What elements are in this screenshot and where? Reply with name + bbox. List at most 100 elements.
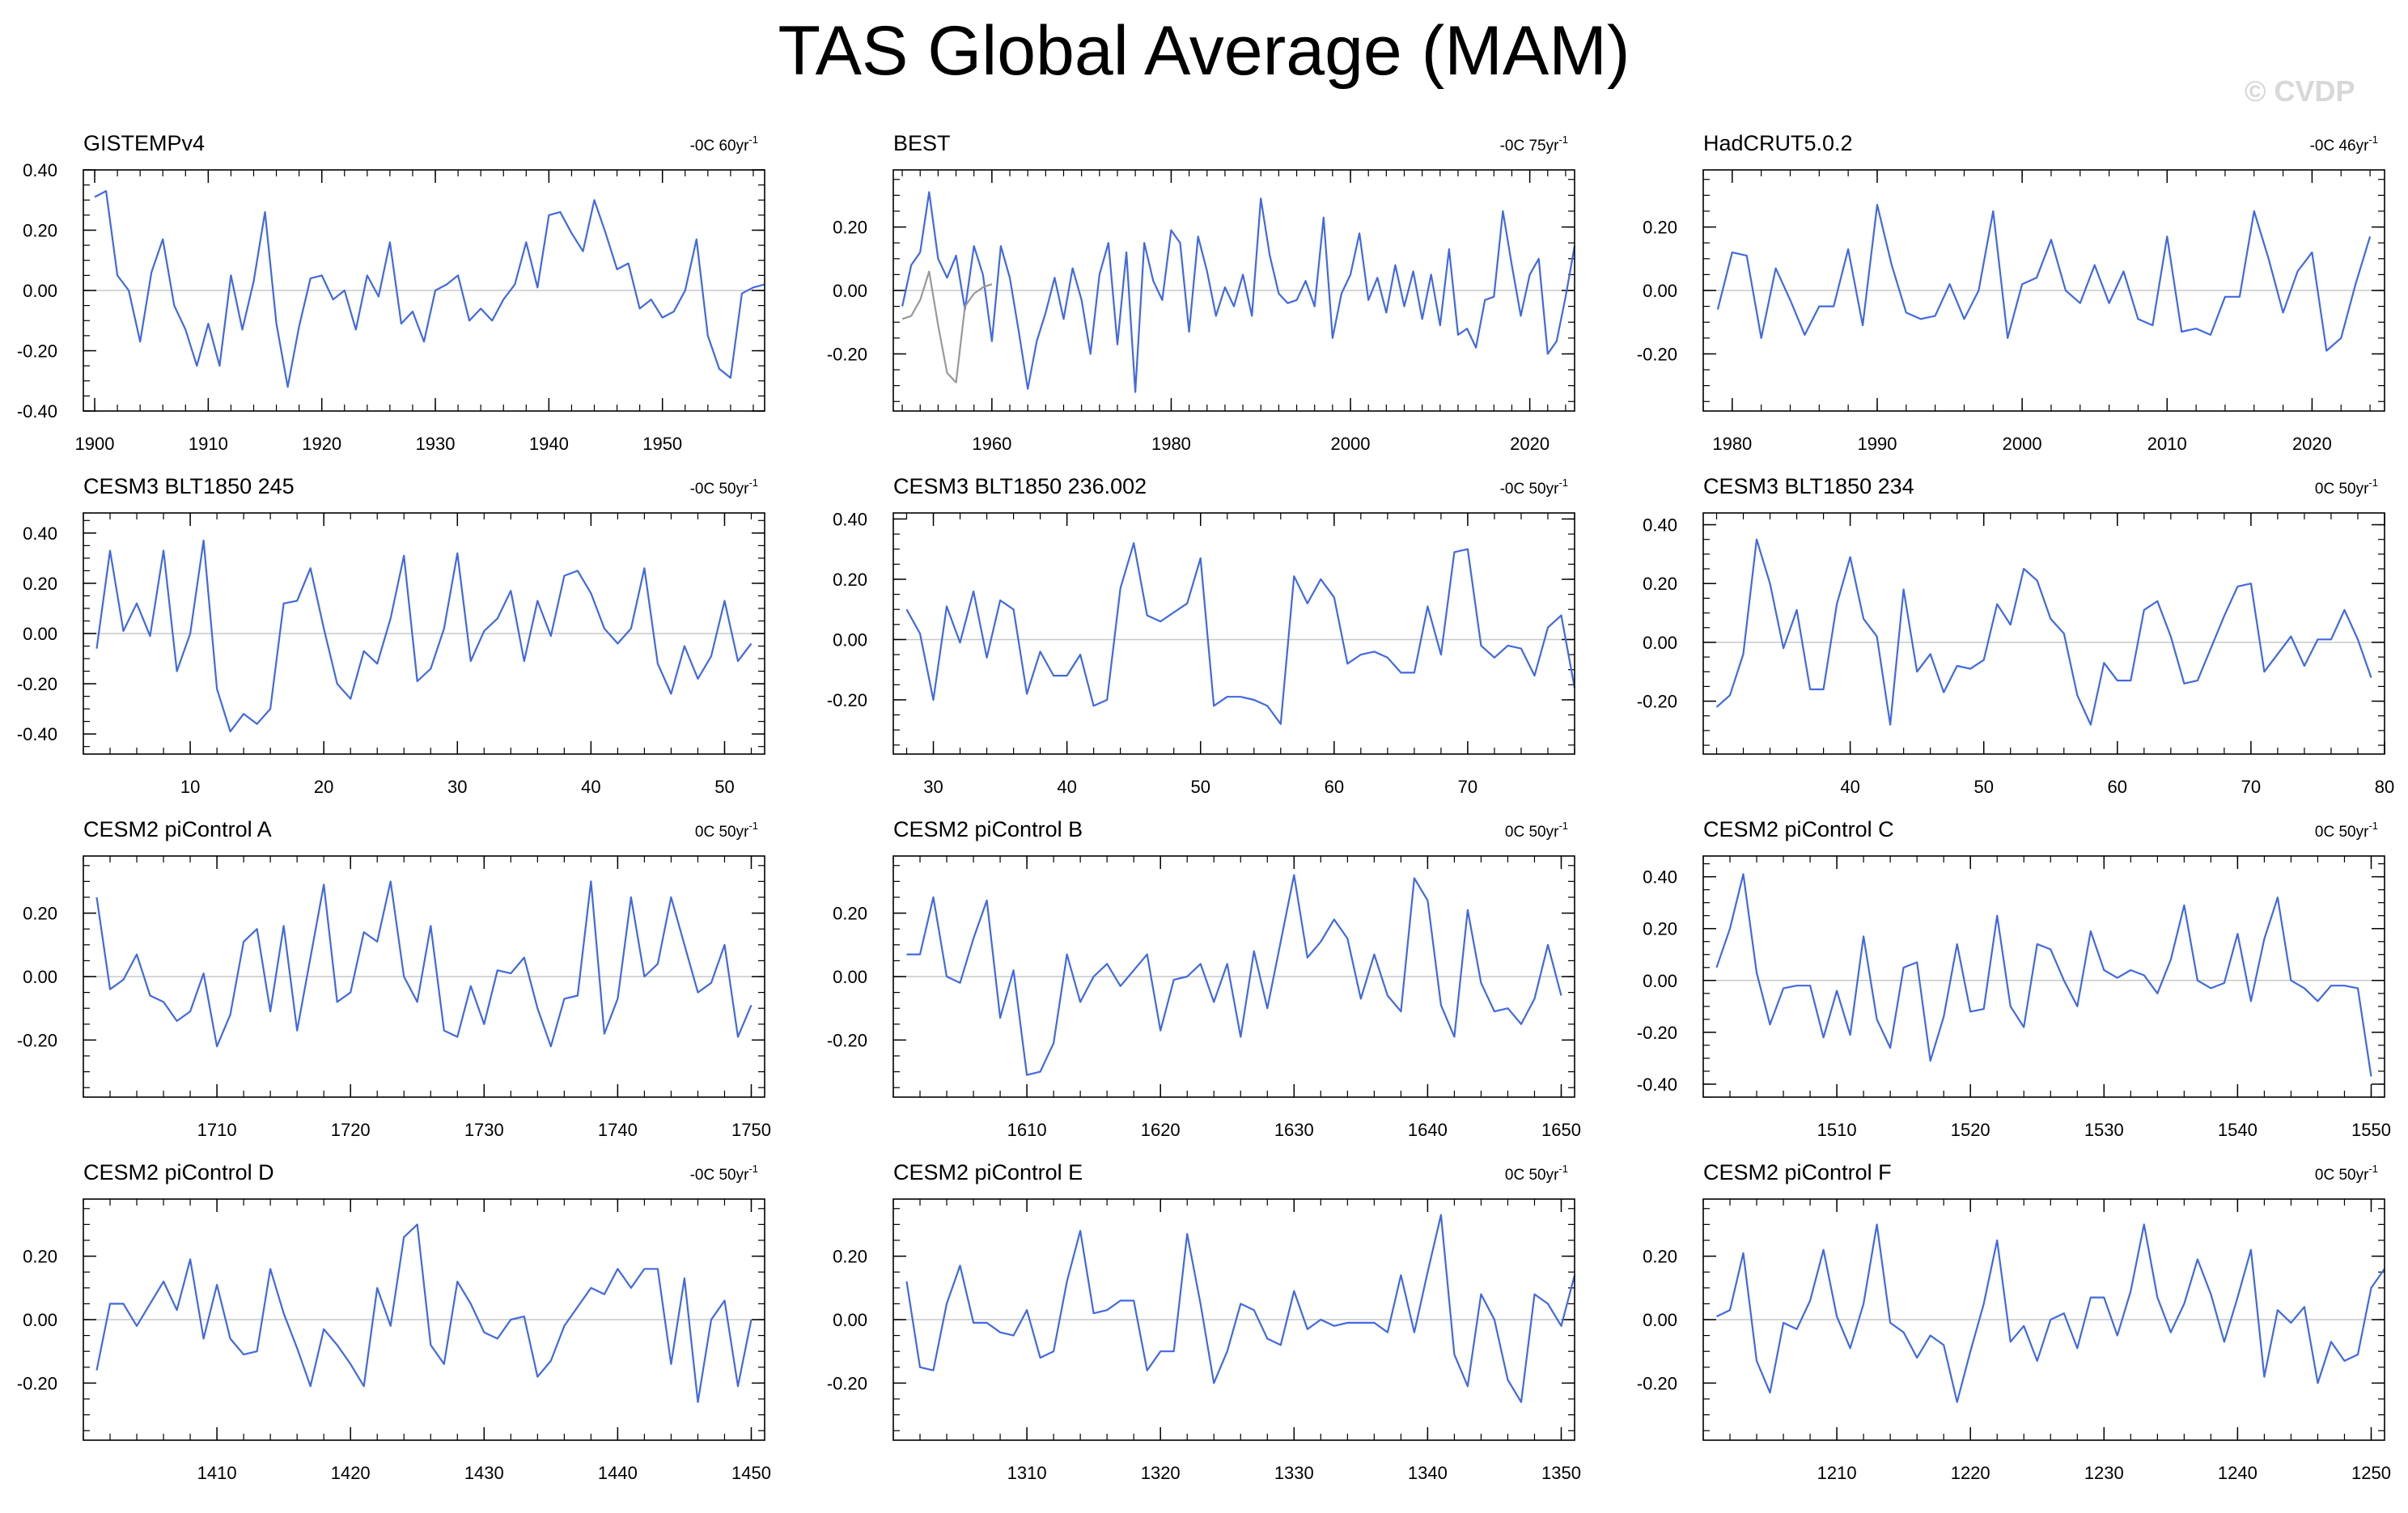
trend-label: -0C 60yr-1 xyxy=(690,134,758,155)
y-tick-label: 0.40 xyxy=(833,509,867,529)
x-tick-label: 1740 xyxy=(598,1120,638,1140)
plot-frame xyxy=(892,1198,1575,1441)
x-tick-label: 1920 xyxy=(302,434,341,454)
y-tick-label: -0.20 xyxy=(1637,344,1677,364)
y-tick-label: 0.20 xyxy=(23,1247,57,1267)
plot-frame xyxy=(83,512,765,755)
trend-superscript: -1 xyxy=(2368,134,2378,146)
y-tick-label: -0.20 xyxy=(1637,1023,1677,1043)
panel-title: CESM3 BLT1850 236.002 xyxy=(893,474,1147,498)
secondary-series-line xyxy=(901,270,993,384)
x-tick-label: 1960 xyxy=(972,434,1011,454)
x-tick-label: 20 xyxy=(314,777,333,797)
y-tick-label: 0.00 xyxy=(23,624,57,644)
x-tick-label: 1520 xyxy=(1951,1120,1990,1140)
y-tick-label: 0.40 xyxy=(23,523,57,544)
x-tick-label: 1720 xyxy=(331,1120,371,1140)
y-tick-label: 0.20 xyxy=(23,904,57,924)
y-tick-label: 0.40 xyxy=(1643,867,1677,888)
x-tick-label: 50 xyxy=(714,777,734,797)
x-tick-label: 1510 xyxy=(1817,1120,1857,1140)
chart-panel: CESM2 piControl B 0C 50yr-1 1610 1620 1630 16… xyxy=(827,817,1581,1140)
x-tick-label: 1450 xyxy=(731,1463,771,1483)
x-tick-label: 1410 xyxy=(197,1463,237,1483)
x-tick-label: 1930 xyxy=(416,434,456,454)
x-tick-label: 30 xyxy=(923,777,943,797)
series-line xyxy=(906,874,1562,1076)
y-tick-label: 0.00 xyxy=(23,281,57,301)
x-tick-label: 1340 xyxy=(1408,1463,1448,1483)
x-tick-label: 1550 xyxy=(2351,1120,2391,1140)
y-tick-label: -0.20 xyxy=(827,1373,867,1393)
x-tick-label: 1750 xyxy=(731,1120,771,1140)
trend-superscript: -1 xyxy=(748,477,758,489)
series-line xyxy=(95,1223,752,1404)
y-tick-label: -0.20 xyxy=(17,674,57,694)
trend-label: 0C 50yr-1 xyxy=(2315,820,2378,841)
trend-superscript: -1 xyxy=(1558,134,1568,146)
plot-frame xyxy=(83,169,765,412)
plot-frame xyxy=(892,855,1575,1098)
trend-label: 0C 50yr-1 xyxy=(695,820,758,841)
chart-panel: HadCRUT5.0.2 -0C 46yr-1 1980 1990 2000 2010 20… xyxy=(1637,131,2385,454)
chart-panel: CESM3 BLT1850 234 0C 50yr-1 40 50 60 70 80 -0.2… xyxy=(1637,474,2394,797)
trend-label: -0C 50yr-1 xyxy=(690,477,758,498)
x-tick-label: 1440 xyxy=(598,1463,638,1483)
trend-label: 0C 50yr-1 xyxy=(2315,1163,2378,1184)
series-line xyxy=(95,880,752,1048)
y-tick-label: -0.20 xyxy=(1637,1373,1677,1393)
x-tick-label: 10 xyxy=(180,777,200,797)
chart-panel: GISTEMPv4 -0C 60yr-1 1900 1910 1920 1930 1940 1… xyxy=(17,131,765,454)
chart-panel: CESM3 BLT1850 236.002 -0C 50yr-1 30 40 50 60 7… xyxy=(827,474,1576,797)
x-tick-label: 1610 xyxy=(1007,1120,1047,1140)
chart-panel: CESM2 piControl E 0C 50yr-1 1310 1320 1330 13… xyxy=(827,1160,1581,1483)
series-line xyxy=(95,539,752,733)
y-tick-label: -0.20 xyxy=(827,344,867,364)
x-tick-label: 1620 xyxy=(1141,1120,1181,1140)
trend-superscript: -1 xyxy=(2368,1163,2378,1175)
x-tick-label: 50 xyxy=(1190,777,1210,797)
page-title: TAS Global Average (MAM) xyxy=(778,12,1630,90)
x-tick-label: 1910 xyxy=(189,434,228,454)
y-tick-label: 0.20 xyxy=(833,1247,867,1267)
x-tick-label: 1900 xyxy=(75,434,115,454)
chart-panel: CESM3 BLT1850 245 -0C 50yr-1 10 20 30 40 50 -0.… xyxy=(17,474,765,797)
x-tick-label: 1980 xyxy=(1712,434,1752,454)
panel-title: CESM3 BLT1850 234 xyxy=(1703,474,1914,498)
chart-panel: CESM2 piControl C 0C 50yr-1 1510 1520 1530 15… xyxy=(1637,817,2391,1140)
panel-title: CESM2 piControl E xyxy=(893,1160,1083,1185)
x-tick-label: 2010 xyxy=(2147,434,2187,454)
trend-superscript: -1 xyxy=(1558,820,1568,832)
x-tick-label: 40 xyxy=(1840,777,1859,797)
y-tick-label: -0.40 xyxy=(17,401,57,422)
series-line xyxy=(901,191,1576,393)
x-tick-label: 1630 xyxy=(1274,1120,1314,1140)
chart-panel: BEST -0C 75yr-1 1960 1980 2000 2020 -0.20 0.00 0… xyxy=(827,131,1576,454)
trend-label: -0C 50yr-1 xyxy=(1500,477,1568,498)
panel-title: CESM2 piControl A xyxy=(83,817,272,841)
y-tick-label: -0.20 xyxy=(1637,692,1677,712)
series-line xyxy=(905,1214,1576,1404)
panel-title: CESM2 piControl F xyxy=(1703,1160,1892,1185)
y-tick-label: 0.00 xyxy=(833,629,867,650)
plot-frame xyxy=(1702,855,2385,1098)
trend-superscript: -1 xyxy=(748,1163,758,1175)
y-tick-label: 0.00 xyxy=(23,967,57,987)
x-tick-label: 70 xyxy=(1458,777,1477,797)
y-tick-label: 0.00 xyxy=(1643,1310,1677,1330)
y-tick-label: 0.00 xyxy=(833,1310,867,1330)
y-tick-label: -0.20 xyxy=(827,690,867,710)
y-tick-label: 0.20 xyxy=(833,570,867,590)
y-tick-label: 0.00 xyxy=(1643,281,1677,301)
panel-title: CESM2 piControl D xyxy=(83,1160,274,1185)
plot-frame xyxy=(892,169,1575,412)
x-tick-label: 60 xyxy=(2108,777,2127,797)
plot-frame xyxy=(83,855,765,1098)
plot-frame xyxy=(1702,1198,2385,1441)
x-tick-label: 40 xyxy=(581,777,600,797)
x-tick-label: 1330 xyxy=(1274,1463,1314,1483)
x-tick-label: 1640 xyxy=(1408,1120,1448,1140)
x-tick-label: 1320 xyxy=(1141,1463,1181,1483)
x-tick-label: 1710 xyxy=(197,1120,237,1140)
